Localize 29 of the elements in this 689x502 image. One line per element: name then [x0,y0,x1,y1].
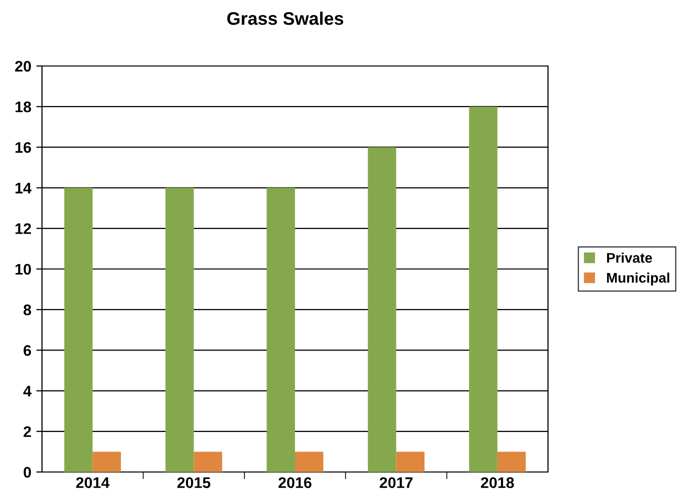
bar [368,147,396,472]
bar [165,188,194,472]
bar [92,452,121,472]
y-tick-label: 8 [24,304,32,316]
y-tick-label: 10 [16,264,31,275]
y-tick-label: 14 [16,182,32,194]
legend-label: Municipal [607,272,670,286]
y-tick-label: 4 [23,386,32,396]
x-tick-label: 2016 [278,477,312,488]
legend-label: Private [607,252,652,263]
bar [469,106,498,472]
y-tick-label: 12 [16,223,31,234]
x-tick-label: 2014 [76,477,110,488]
y-tick-label: 16 [16,142,32,153]
bar [497,452,526,472]
x-tick-label: 2017 [380,477,413,488]
bar [194,452,222,472]
bar [396,452,425,472]
y-tick-label: 18 [16,101,32,112]
x-tick-label: 2018 [480,477,514,488]
y-tick-label: 20 [15,60,31,72]
chart-title: Grass Swales [227,12,344,25]
y-tick-label: 0 [24,466,31,478]
bar [64,188,93,472]
y-tick-label: 2 [24,426,31,437]
bar [266,188,295,472]
x-tick-label: 2015 [177,477,210,488]
bar [295,452,324,472]
y-tick-label: 6 [24,345,32,356]
